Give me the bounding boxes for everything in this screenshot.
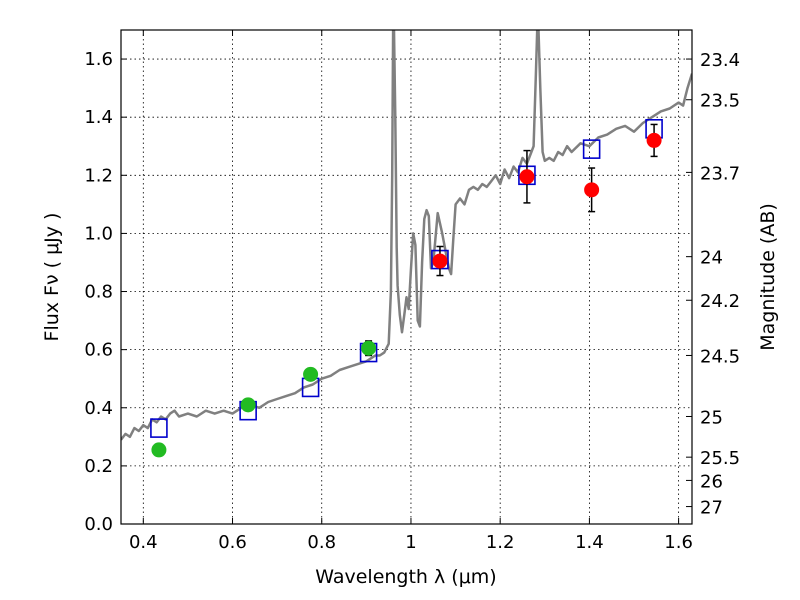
magnitude-tick-label: 23.5 [700, 91, 740, 112]
model-photometry-square [582, 139, 601, 159]
y-tick-label: 0.2 [84, 456, 113, 477]
y-tick-label: 0.4 [84, 398, 113, 419]
photometry-point [584, 182, 600, 198]
photometry-point [303, 366, 319, 382]
grid-layer [121, 30, 692, 525]
y-tick-label: 0.0 [84, 514, 113, 535]
plot-area [121, 30, 692, 458]
photometry-point [151, 442, 167, 458]
x-tick-label: 1.4 [575, 532, 604, 553]
magnitude-ticks: 23.4 23.5 23.7 24 24.2 24.5 25 25.526 27 [686, 50, 740, 519]
model-photometry-square [150, 418, 168, 438]
right-axis-title: Magnitude (AB) [757, 203, 779, 351]
plot-frame [120, 29, 693, 525]
magnitude-tick-label: 25 [700, 407, 723, 428]
photometry-point [240, 397, 256, 413]
x-ticks: 0.4 0.6 0.8 1 1.2 1.4 1.6 [129, 30, 693, 553]
x-axis-title: Wavelength λ (μm) [315, 566, 496, 588]
spectrum-line [121, 30, 692, 441]
magnitude-tick-label: 24.2 [700, 291, 740, 312]
magnitude-tick-label: 23.7 [700, 163, 740, 184]
x-tick-label: 1 [405, 532, 416, 553]
x-tick-label: 0.6 [218, 532, 247, 553]
x-tick-label: 0.4 [129, 532, 158, 553]
magnitude-tick-label: 27 [700, 498, 723, 519]
photometry-point [432, 253, 448, 269]
magnitude-tick-label: 24 [700, 248, 723, 269]
x-tick-label: 0.8 [307, 532, 336, 553]
y-tick-label: 1.0 [84, 223, 113, 244]
photometry-point [361, 340, 377, 356]
y-tick-label: 1.6 [84, 49, 113, 70]
photometry-point [646, 132, 662, 148]
magnitude-tick-label: 25.5 [700, 448, 740, 469]
y-tick-label: 0.8 [84, 282, 113, 303]
y-ticks: 0.0 0.2 0.4 0.6 0.8 1.0 1.2 1.4 1.6 [84, 49, 127, 535]
y-axis-title: Flux Fν ( μJy ) [41, 213, 63, 342]
magnitude-tick-label: 24.5 [700, 346, 740, 367]
y-tick-label: 1.4 [84, 107, 113, 128]
photometry-point [519, 169, 535, 185]
magnitude-tick-label: 26 [700, 471, 723, 492]
x-tick-label: 1.2 [486, 532, 515, 553]
x-tick-label: 1.6 [664, 532, 693, 553]
y-tick-label: 1.2 [84, 165, 113, 186]
y-tick-label: 0.6 [84, 340, 113, 361]
magnitude-tick-label: 23.4 [700, 50, 740, 71]
